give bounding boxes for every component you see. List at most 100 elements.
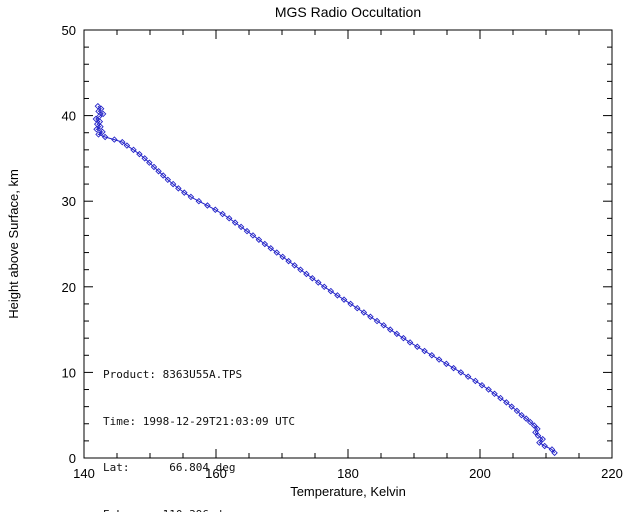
- annotation-block: Product: 8363U55A.TPS Time: 1998-12-29T2…: [103, 336, 295, 512]
- diamond-marker: [321, 283, 328, 291]
- diamond-marker: [141, 155, 148, 162]
- y-tick-label: 40: [62, 109, 76, 124]
- diamond-marker: [267, 245, 275, 252]
- y-tick-label: 10: [62, 365, 76, 380]
- diamond-marker: [435, 356, 443, 363]
- diamond-marker: [309, 275, 316, 282]
- diamond-marker: [534, 432, 542, 439]
- diamond-marker: [297, 266, 304, 273]
- y-tick-label: 50: [62, 23, 76, 38]
- diamond-marker: [380, 322, 387, 329]
- diamond-marker: [93, 126, 100, 133]
- diamond-marker: [181, 189, 188, 196]
- diamond-marker: [159, 172, 167, 179]
- diamond-marker: [450, 364, 457, 372]
- diamond-marker: [195, 197, 203, 205]
- diamond-marker: [273, 249, 280, 256]
- diamond-marker: [485, 386, 492, 393]
- y-tick-label: 30: [62, 194, 76, 209]
- diamond-marker: [497, 394, 504, 402]
- temperature-profile-line: [95, 105, 555, 454]
- diamond-marker: [548, 446, 556, 453]
- diamond-marker: [443, 360, 450, 368]
- diamond-marker: [96, 118, 104, 125]
- diamond-marker: [291, 262, 298, 269]
- x-tick-label: 160: [205, 466, 227, 481]
- x-tick-label: 180: [337, 466, 359, 481]
- diamond-marker: [315, 279, 322, 286]
- diamond-marker: [393, 330, 401, 338]
- diamond-marker: [99, 110, 107, 118]
- diamond-marker: [457, 369, 465, 376]
- diamond-marker: [95, 131, 102, 138]
- diamond-marker: [136, 150, 143, 158]
- diamond-marker: [150, 163, 158, 171]
- diamond-marker: [130, 146, 137, 154]
- diamond-marker: [534, 425, 541, 433]
- y-axis-label: Height above Surface, km: [6, 169, 21, 319]
- diamond-marker: [526, 418, 534, 426]
- x-tick-label: 200: [469, 466, 491, 481]
- y-tick-labels: 0 10 20 30 40 50: [62, 23, 76, 466]
- annotation-line-time: Time: 1998-12-29T21:03:09 UTC: [103, 414, 296, 428]
- diamond-marker: [155, 168, 162, 175]
- diamond-marker: [279, 253, 286, 261]
- diamond-marker: [513, 407, 521, 415]
- x-axis-ticks: [83, 30, 613, 458]
- diamond-marker: [99, 128, 106, 136]
- x-tick-label: 220: [601, 466, 623, 481]
- diamond-marker: [406, 339, 414, 346]
- diamond-marker: [212, 206, 219, 213]
- diamond-marker: [503, 399, 510, 406]
- diamond-marker: [530, 422, 538, 429]
- diamond-marker: [421, 347, 428, 355]
- diamond-marker: [146, 159, 153, 166]
- diamond-marker: [400, 334, 407, 342]
- diamond-marker: [491, 390, 498, 398]
- diamond-marker: [261, 240, 269, 248]
- annotation-line-product: Product: 8363U55A.TPS: [103, 368, 243, 381]
- diamond-marker: [219, 210, 226, 218]
- diamond-marker: [123, 142, 131, 149]
- diamond-marker: [303, 270, 310, 278]
- diamond-marker: [522, 415, 530, 422]
- diamond-marker: [387, 326, 394, 333]
- diamond-marker: [175, 185, 182, 192]
- diamond-marker: [97, 105, 105, 112]
- diamond-marker: [255, 236, 263, 243]
- diamond-marker: [464, 373, 472, 380]
- diamond-marker: [95, 113, 103, 120]
- diamond-marker: [334, 292, 341, 299]
- y-tick-label: 0: [69, 451, 76, 466]
- diamond-marker: [472, 377, 479, 385]
- diamond-marker: [414, 343, 421, 350]
- diamond-marker: [187, 193, 195, 201]
- diamond-marker: [347, 300, 354, 308]
- diamond-marker: [367, 313, 374, 320]
- chart-title: MGS Radio Occultation: [275, 4, 421, 20]
- diamond-marker: [111, 136, 118, 143]
- diamond-marker: [169, 180, 177, 188]
- annotation-line-elon: E Lon: 110.396 deg: [103, 507, 295, 512]
- diamond-marker: [249, 232, 257, 239]
- diamond-marker: [478, 382, 486, 389]
- diamond-marker: [508, 403, 515, 410]
- diamond-marker: [285, 257, 292, 265]
- diamond-marker: [327, 287, 335, 295]
- diamond-marker: [360, 309, 368, 316]
- diamond-marker: [539, 435, 546, 443]
- diamond-marker: [428, 352, 436, 359]
- data-series: [92, 102, 558, 457]
- diamond-marker: [94, 102, 102, 110]
- diamond-marker: [225, 215, 233, 222]
- x-tick-label: 140: [73, 466, 95, 481]
- diamond-marker: [354, 304, 361, 312]
- diamond-marker: [518, 411, 525, 419]
- x-axis-label: Temperature, Kelvin: [290, 484, 406, 499]
- diamond-marker: [231, 219, 239, 226]
- diamond-marker: [101, 133, 109, 141]
- annotation-line-lat: Lat: 66.804 deg: [103, 461, 236, 474]
- diamond-marker: [373, 317, 381, 325]
